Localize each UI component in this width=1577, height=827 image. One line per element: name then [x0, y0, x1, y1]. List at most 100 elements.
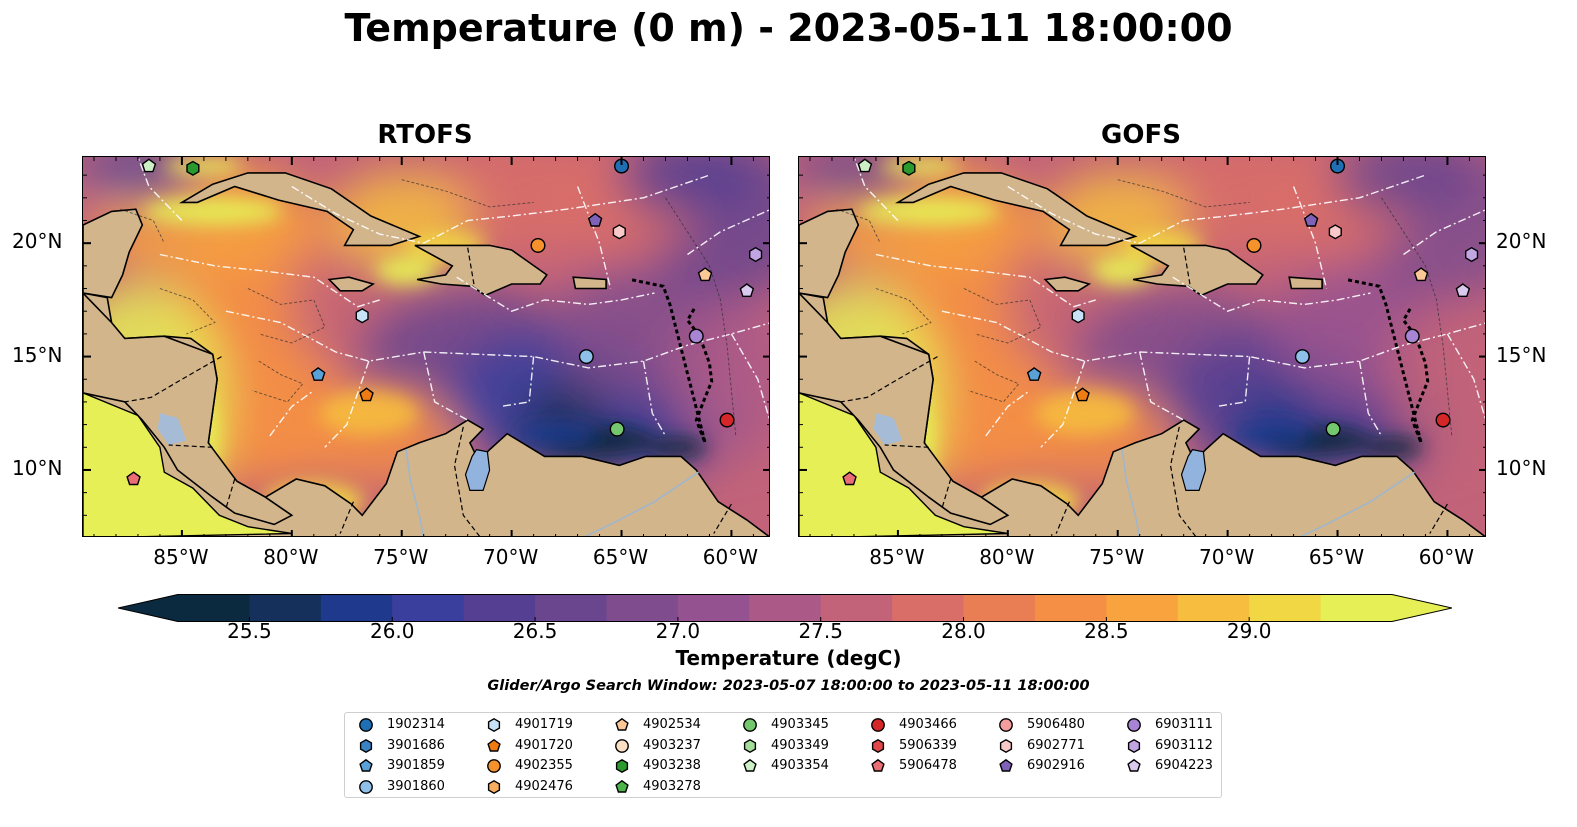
map-panel-rtofs[interactable]: [82, 156, 770, 537]
float-marker-5906478[interactable]: [126, 471, 141, 486]
lon-tick-label: 65°W: [1308, 545, 1365, 569]
circle-marker-icon: [871, 718, 885, 732]
float-marker-6903111[interactable]: [1404, 328, 1420, 344]
colorbar-label: Temperature (degC): [675, 646, 902, 670]
legend-marker-6904223[interactable]: [1127, 758, 1141, 772]
lon-tick-label: 75°W: [1089, 545, 1145, 569]
colorbar-segment: [463, 594, 536, 622]
legend-marker-5906478[interactable]: [871, 758, 885, 772]
float-marker-6903112[interactable]: [1465, 246, 1479, 263]
float-marker-6902916[interactable]: [587, 212, 603, 227]
legend-marker-4903238[interactable]: [615, 758, 629, 774]
legend-marker-4903349[interactable]: [743, 738, 757, 753]
float-marker-4901720[interactable]: [359, 387, 374, 402]
legend-marker-4902355[interactable]: [487, 759, 501, 773]
float-marker-4902534[interactable]: [697, 267, 713, 282]
pentagon-marker-icon: [359, 758, 373, 772]
legend-label: 4901719: [515, 717, 573, 732]
hexagon-marker-icon: [871, 738, 885, 753]
colorbar-segment: [963, 594, 1036, 622]
float-marker-4903345[interactable]: [1325, 421, 1341, 437]
legend-marker-4902534[interactable]: [615, 717, 629, 731]
lon-tick-label: 85°W: [869, 545, 925, 569]
pentagon-marker-icon: [871, 758, 885, 772]
legend-label: 6903111: [1155, 717, 1213, 732]
colorbar-segment: [820, 594, 893, 622]
legend-marker-4903278[interactable]: [615, 779, 629, 793]
float-marker-4902355[interactable]: [1246, 237, 1262, 253]
legend-marker-4901719[interactable]: [487, 717, 501, 733]
legend-marker-6902771[interactable]: [999, 738, 1013, 753]
colorbar-segment: [178, 594, 250, 622]
legend-label: 5906480: [1027, 717, 1085, 732]
float-marker-6903111[interactable]: [688, 328, 704, 344]
legend-marker-6903111[interactable]: [1127, 718, 1141, 732]
lat-tick-label: 10°N: [1496, 455, 1547, 480]
float-marker-4903345[interactable]: [609, 421, 625, 437]
legend-label: 4903278: [643, 778, 701, 794]
hexagon-marker-icon: [1127, 738, 1141, 753]
float-marker-4903238[interactable]: [902, 160, 916, 176]
legend-marker-3901860[interactable]: [359, 779, 373, 794]
circle-marker-icon: [615, 738, 629, 753]
float-marker-4902534[interactable]: [1413, 267, 1429, 282]
circle-marker-icon: [999, 718, 1013, 732]
colorbar-tick-label: 29.0: [1226, 619, 1272, 643]
legend-marker-4901720[interactable]: [487, 738, 501, 752]
float-marker-3901859[interactable]: [1026, 367, 1042, 381]
float-marker-4901720[interactable]: [1075, 387, 1090, 402]
colorbar-extend-high: [1392, 594, 1452, 622]
float-marker-6902771[interactable]: [612, 224, 626, 240]
legend-marker-4902476[interactable]: [487, 779, 501, 794]
legend-marker-5906339[interactable]: [871, 738, 885, 753]
temperature-map: [799, 157, 1485, 536]
legend-marker-3901859[interactable]: [359, 758, 373, 772]
float-marker-6903112[interactable]: [749, 246, 763, 263]
float-marker-4903466[interactable]: [1435, 412, 1451, 428]
legend-label: 3901686: [387, 737, 445, 753]
float-marker-4903354[interactable]: [857, 158, 873, 173]
float-marker-4902355[interactable]: [530, 237, 546, 253]
hexagon-marker-icon: [487, 779, 501, 794]
float-marker-4901719[interactable]: [355, 308, 369, 324]
lat-tick-label: 10°N: [12, 455, 63, 480]
float-marker-6904223[interactable]: [739, 283, 755, 298]
legend-marker-6903112[interactable]: [1127, 738, 1141, 753]
pentagon-marker-icon: [615, 779, 629, 793]
float-marker-4901719[interactable]: [1071, 308, 1085, 324]
legend-marker-4903354[interactable]: [743, 758, 757, 772]
legend-label: 3901859: [387, 758, 445, 773]
float-marker-5906478[interactable]: [842, 471, 857, 486]
legend-label: 6903112: [1155, 737, 1213, 753]
legend-label: 4903349: [771, 737, 829, 753]
colorbar-tick-label: 27.0: [655, 619, 701, 643]
legend-marker-3901686[interactable]: [359, 738, 373, 753]
float-marker-6902771[interactable]: [1328, 224, 1342, 240]
legend-label: 6904223: [1155, 758, 1213, 773]
float-marker-3901860[interactable]: [578, 349, 594, 365]
lat-tick-label: 15°N: [1496, 342, 1547, 367]
legend-marker-4903345[interactable]: [743, 718, 757, 732]
colorbar-segment: [1034, 594, 1107, 622]
float-marker-4903354[interactable]: [141, 158, 157, 173]
float-marker-6904223[interactable]: [1455, 283, 1471, 298]
legend-marker-6902916[interactable]: [999, 758, 1013, 772]
float-marker-3901860[interactable]: [1294, 349, 1310, 365]
legend-label: 6902771: [1027, 737, 1085, 753]
float-marker-6902916[interactable]: [1303, 212, 1319, 227]
legend-label: 4902534: [643, 717, 701, 732]
legend-marker-4903237[interactable]: [615, 738, 629, 753]
circle-marker-icon: [743, 718, 757, 732]
float-marker-4903238[interactable]: [186, 160, 200, 176]
float-marker-4903466[interactable]: [719, 412, 735, 428]
pentagon-marker-icon: [487, 738, 501, 752]
legend-label: 4901720: [515, 737, 573, 753]
legend-marker-4903466[interactable]: [871, 718, 885, 732]
legend-marker-5906480[interactable]: [999, 718, 1013, 732]
hexagon-marker-icon: [743, 738, 757, 753]
lon-tick-label: 80°W: [979, 545, 1035, 569]
float-marker-3901859[interactable]: [310, 367, 326, 381]
legend-marker-1902314[interactable]: [359, 718, 373, 732]
map-panel-gofs[interactable]: [798, 156, 1486, 537]
legend-label: 5906339: [899, 737, 957, 753]
